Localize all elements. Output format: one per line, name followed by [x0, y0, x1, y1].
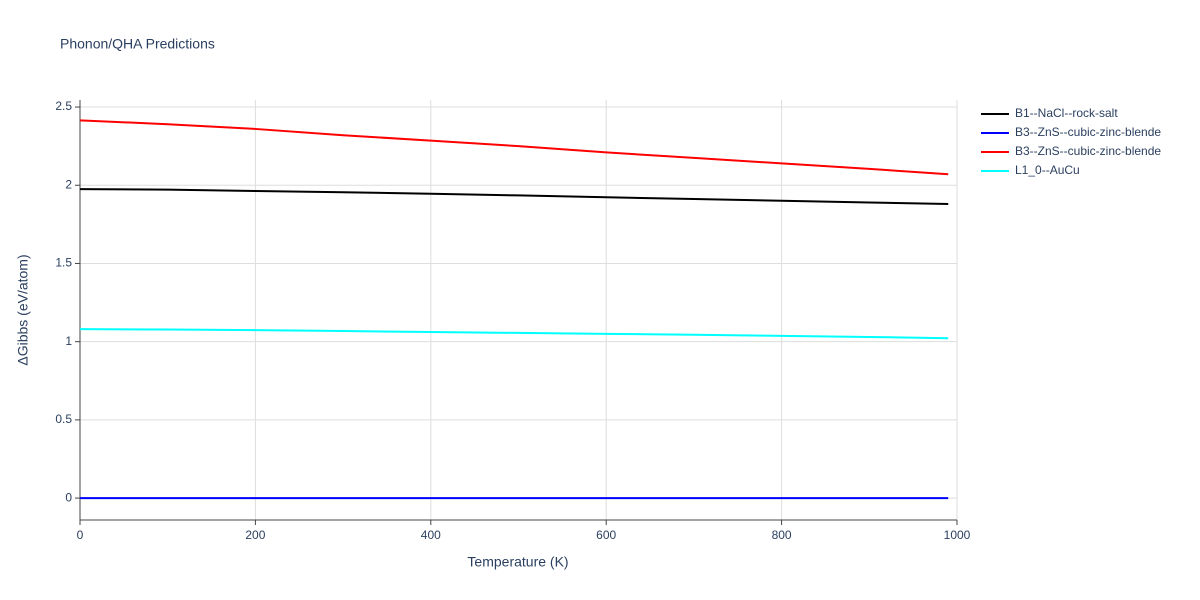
x-tick-label: 0: [77, 528, 84, 542]
series-line: [79, 188, 949, 206]
series-line: [79, 328, 949, 340]
y-tick-label: 2.5: [55, 99, 72, 113]
y-tick-label: 1.5: [55, 256, 72, 270]
y-tick-label: 0: [65, 490, 72, 504]
legend-label: L1_0--AuCu: [1015, 163, 1080, 177]
legend-label: B1--NaCl--rock-salt: [1015, 106, 1118, 120]
x-axis-label: Temperature (K): [467, 554, 568, 570]
y-axis-label: ΔGibbs (eV/atom): [15, 254, 31, 365]
x-tick-label: 200: [245, 528, 265, 542]
y-tick-label: 2: [65, 177, 72, 191]
x-tick-label: 1000: [944, 528, 971, 542]
legend-label: B3--ZnS--cubic-zinc-blende: [1015, 144, 1161, 158]
legend-label: B3--ZnS--cubic-zinc-blende: [1015, 125, 1161, 139]
y-tick-label: 0.5: [55, 412, 72, 426]
y-tick-label: 1: [65, 334, 72, 348]
x-tick-label: 800: [772, 528, 792, 542]
x-tick-label: 400: [421, 528, 441, 542]
x-tick-label: 600: [596, 528, 616, 542]
chart-title: Phonon/QHA Predictions: [60, 36, 215, 52]
series-line: [79, 119, 949, 176]
